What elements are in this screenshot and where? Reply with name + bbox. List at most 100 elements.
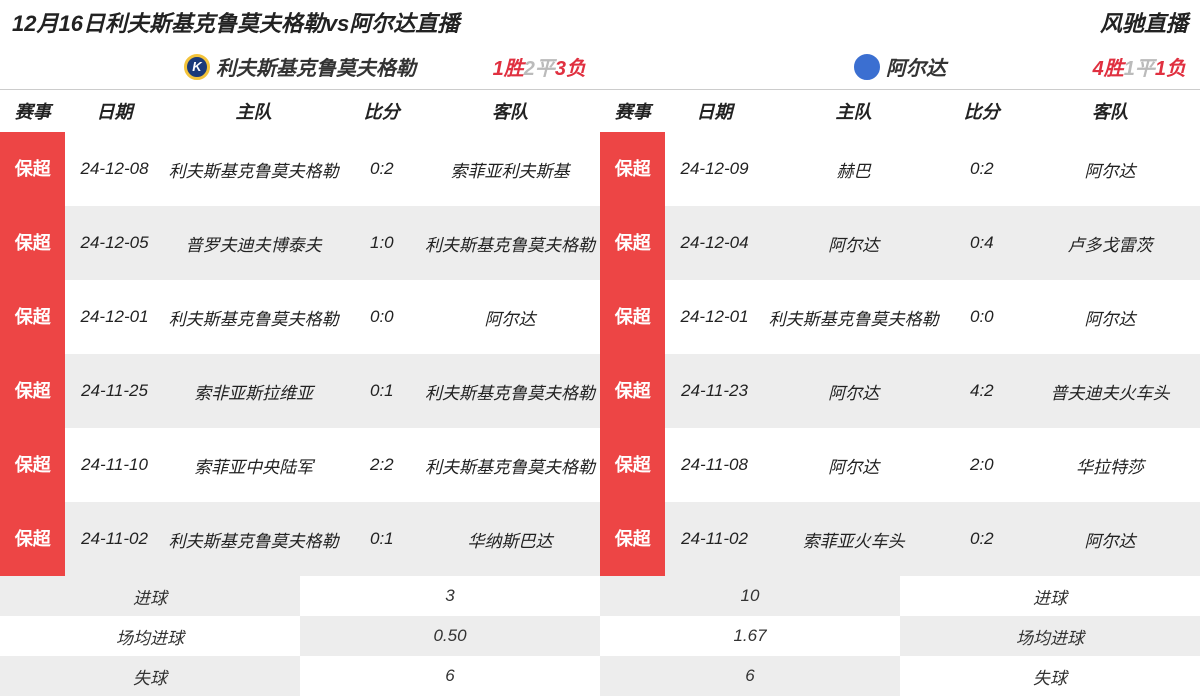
cell-away: 索菲亚利夫斯基 (420, 132, 600, 206)
table-row[interactable]: 保超24-11-23阿尔达4:2普夫迪夫火车头 (600, 354, 1200, 428)
table-row[interactable]: 保超24-12-04阿尔达0:4卢多戈雷茨 (600, 206, 1200, 280)
cell-date: 24-12-04 (665, 206, 763, 280)
table-row[interactable]: 保超24-11-08阿尔达2:0华拉特莎 (600, 428, 1200, 502)
left-team-name: 利夫斯基克鲁莫夫格勒 (216, 52, 416, 81)
col-date: 日期 (665, 90, 763, 132)
left-panel: K 利夫斯基克鲁莫夫格勒 1胜2平3负 赛事 日期 主队 比分 客队 保超24-… (0, 44, 600, 576)
col-score: 比分 (344, 90, 420, 132)
col-score: 比分 (944, 90, 1020, 132)
stat-label: 场均进球 (900, 616, 1200, 656)
table-row[interactable]: 保超24-12-08利夫斯基克鲁莫夫格勒0:2索菲亚利夫斯基 (0, 132, 600, 206)
right-team-logo-icon (854, 54, 880, 80)
cell-score: 0:4 (944, 206, 1020, 280)
cell-comp: 保超 (0, 502, 65, 576)
stat-value-left: 6 (300, 656, 600, 696)
cell-home: 利夫斯基克鲁莫夫格勒 (164, 280, 344, 354)
cell-home: 普罗夫迪夫博泰夫 (164, 206, 344, 280)
table-row[interactable]: 保超24-11-02利夫斯基克鲁莫夫格勒0:1华纳斯巴达 (0, 502, 600, 576)
stat-label: 进球 (900, 576, 1200, 616)
table-row[interactable]: 保超24-12-01利夫斯基克鲁莫夫格勒0:0阿尔达 (0, 280, 600, 354)
cell-date: 24-11-02 (665, 502, 763, 576)
record-draws: 2平 (524, 58, 555, 80)
cell-away: 阿尔达 (1020, 280, 1200, 354)
cell-away: 利夫斯基克鲁莫夫格勒 (420, 206, 600, 280)
stat-label: 进球 (0, 576, 300, 616)
cell-comp: 保超 (600, 132, 665, 206)
cell-comp: 保超 (600, 428, 665, 502)
page-title: 12月16日利夫斯基克鲁莫夫格勒vs阿尔达直播 (12, 6, 459, 38)
cell-score: 0:0 (344, 280, 420, 354)
stats-row-avg: 场均进球 0.50 1.67 场均进球 (0, 616, 1200, 656)
col-home: 主队 (164, 90, 344, 132)
table-row[interactable]: 保超24-11-10索菲亚中央陆军2:2利夫斯基克鲁莫夫格勒 (0, 428, 600, 502)
competition-badge: 保超 (600, 206, 665, 280)
cell-home: 利夫斯基克鲁莫夫格勒 (164, 502, 344, 576)
cell-date: 24-11-25 (65, 354, 163, 428)
cell-score: 0:1 (344, 502, 420, 576)
competition-badge: 保超 (0, 354, 65, 428)
col-home: 主队 (764, 90, 944, 132)
left-matches-table: 赛事 日期 主队 比分 客队 保超24-12-08利夫斯基克鲁莫夫格勒0:2索菲… (0, 90, 600, 576)
competition-badge: 保超 (600, 502, 665, 576)
cell-score: 0:2 (344, 132, 420, 206)
competition-badge: 保超 (600, 354, 665, 428)
competition-badge: 保超 (0, 502, 65, 576)
stat-value-right: 1.67 (600, 616, 900, 656)
cell-comp: 保超 (600, 354, 665, 428)
cell-home: 阿尔达 (764, 206, 944, 280)
cell-comp: 保超 (0, 354, 65, 428)
cell-comp: 保超 (0, 206, 65, 280)
competition-badge: 保超 (0, 132, 65, 206)
table-row[interactable]: 保超24-11-25索非亚斯拉维亚0:1利夫斯基克鲁莫夫格勒 (0, 354, 600, 428)
stat-value-left: 0.50 (300, 616, 600, 656)
cell-date: 24-11-10 (65, 428, 163, 502)
cell-score: 0:0 (944, 280, 1020, 354)
table-row[interactable]: 保超24-12-09赫巴0:2阿尔达 (600, 132, 1200, 206)
cell-score: 4:2 (944, 354, 1020, 428)
right-matches-table: 赛事 日期 主队 比分 客队 保超24-12-09赫巴0:2阿尔达保超24-12… (600, 90, 1200, 576)
cell-home: 利夫斯基克鲁莫夫格勒 (164, 132, 344, 206)
cell-away: 利夫斯基克鲁莫夫格勒 (420, 428, 600, 502)
cell-score: 0:2 (944, 502, 1020, 576)
cell-home: 赫巴 (764, 132, 944, 206)
match-panels: K 利夫斯基克鲁莫夫格勒 1胜2平3负 赛事 日期 主队 比分 客队 保超24-… (0, 44, 1200, 576)
cell-date: 24-11-02 (65, 502, 163, 576)
left-team-logo-icon: K (184, 54, 210, 80)
cell-away: 普夫迪夫火车头 (1020, 354, 1200, 428)
brand-name: 风驰直播 (1100, 6, 1188, 38)
cell-date: 24-12-01 (65, 280, 163, 354)
cell-home: 阿尔达 (764, 354, 944, 428)
table-header-row: 赛事 日期 主队 比分 客队 (600, 90, 1200, 132)
cell-away: 卢多戈雷茨 (1020, 206, 1200, 280)
stat-value-right: 10 (600, 576, 900, 616)
stats-row-conceded: 失球 6 6 失球 (0, 656, 1200, 696)
cell-date: 24-12-01 (665, 280, 763, 354)
table-row[interactable]: 保超24-12-01利夫斯基克鲁莫夫格勒0:0阿尔达 (600, 280, 1200, 354)
stat-value-left: 3 (300, 576, 600, 616)
cell-score: 1:0 (344, 206, 420, 280)
stats-summary: 进球 3 10 进球 场均进球 0.50 1.67 场均进球 失球 6 6 失球 (0, 576, 1200, 696)
stat-label: 失球 (900, 656, 1200, 696)
right-team-record: 4胜1平1负 (1093, 52, 1186, 81)
stat-label: 场均进球 (0, 616, 300, 656)
cell-away: 阿尔达 (1020, 132, 1200, 206)
cell-score: 0:1 (344, 354, 420, 428)
right-team-name: 阿尔达 (886, 52, 946, 81)
cell-date: 24-12-05 (65, 206, 163, 280)
cell-date: 24-12-09 (665, 132, 763, 206)
cell-comp: 保超 (0, 132, 65, 206)
col-comp: 赛事 (600, 90, 665, 132)
cell-home: 索菲亚中央陆军 (164, 428, 344, 502)
col-date: 日期 (65, 90, 163, 132)
table-row[interactable]: 保超24-11-02索菲亚火车头0:2阿尔达 (600, 502, 1200, 576)
col-away: 客队 (420, 90, 600, 132)
table-row[interactable]: 保超24-12-05普罗夫迪夫博泰夫1:0利夫斯基克鲁莫夫格勒 (0, 206, 600, 280)
record-wins: 1胜 (493, 58, 524, 80)
right-team-header: 阿尔达 4胜1平1负 (600, 44, 1200, 90)
cell-away: 华纳斯巴达 (420, 502, 600, 576)
stats-row-goals: 进球 3 10 进球 (0, 576, 1200, 616)
cell-score: 2:2 (344, 428, 420, 502)
record-losses: 1负 (1155, 58, 1186, 80)
cell-comp: 保超 (600, 502, 665, 576)
cell-home: 阿尔达 (764, 428, 944, 502)
